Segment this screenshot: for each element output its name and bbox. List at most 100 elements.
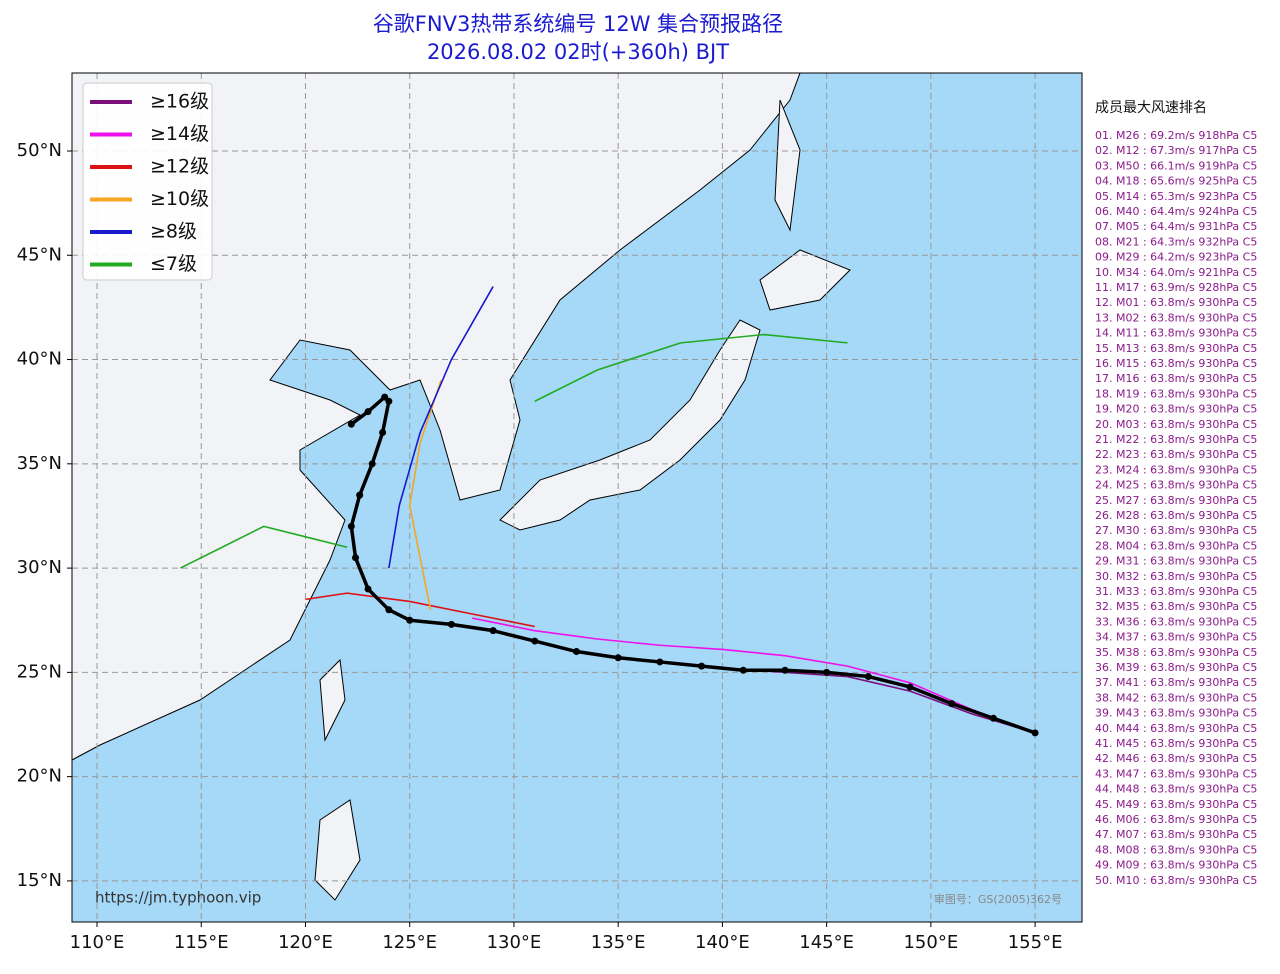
ranking-entry: 38. M42 : 63.8m/s 930hPa C5 [1095, 691, 1257, 704]
y-tick-label: 45°N [17, 244, 62, 265]
legend-label: ≤7级 [150, 253, 197, 275]
ranking-entry: 14. M11 : 63.8m/s 930hPa C5 [1095, 327, 1257, 340]
ranking-entry: 41. M45 : 63.8m/s 930hPa C5 [1095, 737, 1257, 750]
y-tick-label: 25°N [17, 661, 62, 682]
ticks: 110°E 115°E 120°E 125°E 130°E 135°E 140°E 145°E… [17, 140, 1063, 953]
member-track [534, 333, 848, 402]
mean-track-point [368, 460, 376, 468]
ranking-entry: 44. M48 : 63.8m/s 930hPa C5 [1095, 783, 1257, 796]
title: 谷歌FNV3热带系统编号 12W 集合预报路径 [373, 12, 783, 36]
x-tick-label: 120°E [278, 932, 333, 953]
ranking-entry: 12. M01 : 63.8m/s 930hPa C5 [1095, 296, 1257, 309]
ranking-entry: 39. M43 : 63.8m/s 930hPa C5 [1095, 707, 1257, 720]
mean-track-point [356, 491, 364, 499]
legend-label: ≥16级 [150, 91, 209, 113]
ranking-entry: 43. M47 : 63.8m/s 930hPa C5 [1095, 767, 1257, 780]
ranking-entry: 22. M23 : 63.8m/s 930hPa C5 [1095, 448, 1257, 461]
mean-track-point [406, 616, 414, 624]
mean-track-point [352, 554, 360, 562]
y-tick-label: 30°N [17, 557, 62, 578]
ranking-entry: 19. M20 : 63.8m/s 930hPa C5 [1095, 403, 1257, 416]
x-tick-label: 140°E [695, 932, 750, 953]
ranking-entry: 30. M32 : 63.8m/s 930hPa C5 [1095, 570, 1257, 583]
ranking-entry: 42. M46 : 63.8m/s 930hPa C5 [1095, 752, 1257, 765]
ranking-entry: 16. M15 : 63.8m/s 930hPa C5 [1095, 357, 1257, 370]
legend-box [82, 82, 213, 281]
sakhalin [774, 99, 801, 232]
ranking-entry: 50. M10 : 63.8m/s 930hPa C5 [1095, 874, 1257, 887]
mean-track-point [1031, 729, 1039, 737]
mean-track-point [347, 522, 355, 530]
ranking-entry: 45. M49 : 63.8m/s 930hPa C5 [1095, 798, 1257, 811]
tracks [180, 286, 1039, 737]
x-tick-label: 155°E [1008, 932, 1063, 953]
ranking-entry: 49. M09 : 63.8m/s 930hPa C5 [1095, 859, 1257, 872]
ranking-entry: 10. M34 : 64.0m/s 921hPa C5 [1095, 266, 1257, 279]
ranking-entry: 03. M50 : 66.1m/s 919hPa C5 [1095, 159, 1257, 172]
legend: ≥16级 ≥14级 ≥12级 ≥10级 ≥8级 ≤7级 [82, 82, 213, 281]
ranking-entry: 25. M27 : 63.8m/s 930hPa C5 [1095, 494, 1257, 507]
ranking-entry: 34. M37 : 63.8m/s 930hPa C5 [1095, 631, 1257, 644]
y-tick-label: 35°N [17, 453, 62, 474]
x-tick-label: 115°E [174, 932, 229, 953]
mean-track-point [531, 637, 539, 645]
member-track [408, 380, 442, 610]
x-tick-label: 110°E [70, 932, 125, 953]
x-tick-label: 135°E [591, 932, 646, 953]
ranking-entry: 29. M31 : 63.8m/s 930hPa C5 [1095, 555, 1257, 568]
ranking-entry: 36. M39 : 63.8m/s 930hPa C5 [1095, 661, 1257, 674]
mean-track-point [381, 393, 389, 401]
ranking-entry: 37. M41 : 63.8m/s 930hPa C5 [1095, 676, 1257, 689]
mean-track-point [447, 620, 455, 628]
mean-track-point [385, 606, 393, 614]
luzon [314, 799, 361, 901]
mean-track-point [739, 666, 747, 674]
ranking-entry: 20. M03 : 63.8m/s 930hPa C5 [1095, 418, 1257, 431]
ranking-entry: 47. M07 : 63.8m/s 930hPa C5 [1095, 828, 1257, 841]
mean-track-point [781, 666, 789, 674]
subtitle: 2026.08.02 02时(+360h) BJT [427, 40, 729, 64]
x-tick-label: 145°E [799, 932, 854, 953]
frame [71, 72, 1083, 923]
mean-track-point [489, 627, 497, 635]
ranking-entry: 09. M29 : 64.2m/s 923hPa C5 [1095, 251, 1257, 264]
mean-track-point [364, 585, 372, 593]
mean-track-point [364, 408, 372, 416]
x-tick-label: 150°E [903, 932, 958, 953]
y-tick-label: 15°N [17, 870, 62, 891]
mean-track-point [989, 714, 997, 722]
ranking-entry: 01. M26 : 69.2m/s 918hPa C5 [1095, 129, 1257, 142]
source: https://jm.typhoon.vip [95, 889, 261, 907]
legend-label: ≥12级 [150, 156, 209, 178]
ranking-entry: 40. M44 : 63.8m/s 930hPa C5 [1095, 722, 1257, 735]
ranking-entry: 05. M14 : 65.3m/s 923hPa C5 [1095, 190, 1257, 203]
y-tick-label: 50°N [17, 140, 62, 161]
mean-track-point [572, 648, 580, 656]
legend-entries: ≥16级 ≥14级 ≥12级 ≥10级 ≥8级 ≤7级 [90, 91, 209, 275]
ranking-entry: 21. M22 : 63.8m/s 930hPa C5 [1095, 433, 1257, 446]
ranking-entry: 08. M21 : 64.3m/s 932hPa C5 [1095, 235, 1257, 248]
ranking-entry: 07. M05 : 64.4m/s 931hPa C5 [1095, 220, 1257, 233]
ranking-entry: 04. M18 : 65.6m/s 925hPa C5 [1095, 175, 1257, 188]
x-tick-label: 130°E [487, 932, 542, 953]
ranking-entry: 31. M33 : 63.8m/s 930hPa C5 [1095, 585, 1257, 598]
ranking-entry: 15. M13 : 63.8m/s 930hPa C5 [1095, 342, 1257, 355]
mean-track-point [379, 429, 387, 437]
ranking-entry: 48. M08 : 63.8m/s 930hPa C5 [1095, 843, 1257, 856]
legend-label: ≥8级 [150, 221, 197, 243]
mean-track-point [906, 683, 914, 691]
taiwan [319, 658, 346, 742]
member-track [305, 592, 535, 628]
member-track [472, 617, 1036, 734]
ranking-entry: 28. M04 : 63.8m/s 930hPa C5 [1095, 539, 1257, 552]
y-tick-label: 20°N [17, 766, 62, 787]
mean-track-point [698, 662, 706, 670]
legend-label: ≥10级 [150, 188, 209, 210]
ranking-entry: 26. M28 : 63.8m/s 930hPa C5 [1095, 509, 1257, 522]
ranking: 01. M26 : 69.2m/s 918hPa C5 02. M12 : 67.… [1095, 129, 1257, 887]
ranking-entry: 33. M36 : 63.8m/s 930hPa C5 [1095, 615, 1257, 628]
mean-track-point [656, 658, 664, 666]
mean-track-point [347, 420, 355, 428]
ranking-entry: 02. M12 : 67.3m/s 917hPa C5 [1095, 144, 1257, 157]
